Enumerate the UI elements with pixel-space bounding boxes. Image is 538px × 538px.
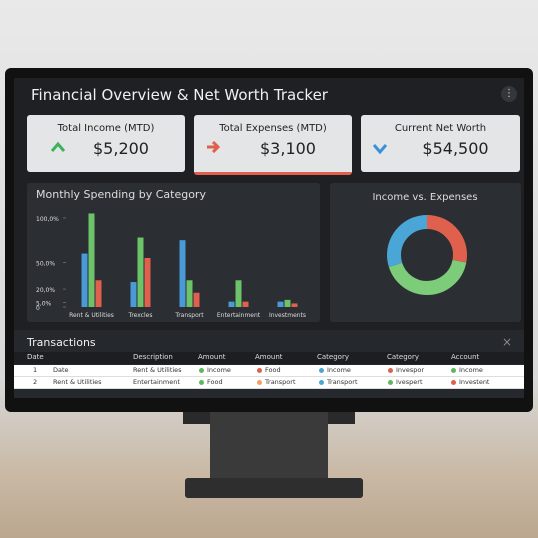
table-header-row: Date Description Amount Amount Category Categ… [14, 352, 524, 364]
status-dot [451, 368, 456, 373]
page-title: Financial Overview & Net Worth Tracker [31, 86, 328, 104]
column-header: Amount [255, 353, 283, 361]
column-header: Account [451, 353, 480, 361]
bar [186, 280, 193, 307]
right-icon [207, 141, 220, 153]
table-cell: Food [207, 378, 223, 386]
bar [284, 299, 291, 307]
table-cell: Income [207, 366, 231, 374]
bar [228, 301, 235, 307]
table-row: 2 Rent & Utilities Entertainment Food Transp… [14, 377, 524, 389]
column-header: Category [387, 353, 419, 361]
table-cell: Rent & Utilities [53, 378, 102, 386]
table-cell: 1 [33, 366, 38, 374]
status-dot [319, 380, 324, 385]
card-value: $5,200 [93, 139, 149, 158]
column-header: Description [133, 353, 173, 361]
table-cell: Income [459, 366, 483, 374]
menu-button[interactable]: ⋮ [501, 86, 517, 102]
x-tick-label: Rent & Utilities [69, 312, 114, 319]
donut-segment [387, 215, 467, 295]
table-cell: Transport [265, 378, 296, 386]
y-tick-label: 20,0% [36, 287, 55, 294]
monitor-base [185, 478, 363, 498]
table-cell: Entertainment [133, 378, 180, 386]
donut-chart: Income vs. Expenses [330, 183, 521, 322]
bar [193, 292, 200, 307]
table-cell: Transport [327, 378, 358, 386]
expenses-card: Total Expenses (MTD) $3,100 [194, 115, 352, 175]
bar [144, 258, 151, 307]
y-tick-label: 0 [36, 305, 40, 312]
column-header: Amount [198, 353, 226, 361]
table-title: Transactions [27, 336, 96, 349]
bar [277, 301, 284, 307]
x-tick-label: Trexcles [128, 312, 153, 319]
bar [81, 253, 88, 307]
table-cell: Food [265, 366, 281, 374]
table-cell: Ivespert [396, 378, 423, 386]
bar [88, 213, 95, 307]
bar [95, 280, 102, 307]
bar [291, 303, 298, 307]
column-header: Date [27, 353, 44, 361]
card-label: Total Income (MTD) [57, 123, 155, 134]
networth-card: Current Net Worth $54,500 [361, 115, 520, 172]
x-tick-label: Entertainment [217, 312, 261, 319]
chart-title: Income vs. Expenses [372, 192, 477, 203]
bar-chart: Monthly Spending by Category 05,0% 20,0% 5… [27, 183, 320, 322]
x-tick-label: Transport [174, 312, 204, 319]
screen: Financial Overview & Net Worth Tracker ⋮… [14, 78, 524, 398]
up-icon [51, 141, 65, 152]
table-cell: Rent & Utilities [133, 366, 182, 374]
close-button[interactable]: × [502, 335, 513, 349]
table-row: 1 Date Rent & Utilities Income Food Income Inv… [14, 365, 524, 377]
status-dot [451, 380, 456, 385]
status-dot [388, 368, 393, 373]
card-value: $3,100 [260, 139, 316, 158]
table-cell: Invespor [396, 366, 425, 374]
table-cell: Investent [459, 378, 490, 386]
chart-title: Monthly Spending by Category [36, 188, 206, 201]
table-cell: Date [53, 366, 69, 374]
transactions-panel: Transactions × Date Description Amount Amou… [14, 330, 524, 398]
column-header: Category [317, 353, 349, 361]
table-cell: 2 [33, 378, 38, 386]
bar [130, 282, 137, 307]
y-tick-label: 50,0% [36, 260, 55, 267]
income-card: Total Income (MTD) $5,200 [27, 115, 185, 172]
status-dot [319, 368, 324, 373]
status-dot [199, 380, 204, 385]
bar [179, 240, 186, 307]
status-dot [257, 368, 262, 373]
status-dot [199, 368, 204, 373]
bar [242, 301, 249, 307]
bar [235, 280, 242, 307]
donut-segment [387, 215, 467, 295]
status-dot [257, 380, 262, 385]
card-label: Current Net Worth [394, 123, 487, 134]
bar [137, 237, 144, 307]
table-cell: Income [327, 366, 351, 374]
status-dot [388, 380, 393, 385]
x-tick-label: Investments [269, 312, 306, 319]
card-label: Total Expenses (MTD) [219, 123, 327, 134]
down-icon [373, 144, 387, 154]
card-value: $54,500 [422, 139, 489, 158]
y-tick-label: 5,0% [36, 301, 52, 308]
monitor-stand [210, 412, 328, 480]
y-tick-label: 100,0% [36, 216, 59, 223]
